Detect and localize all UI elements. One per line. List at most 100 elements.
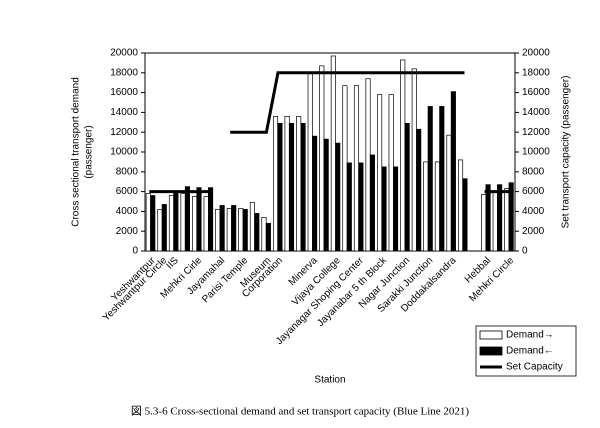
y2-tick-label: 8000 [522,166,545,177]
bar [265,222,271,252]
bar [404,122,410,252]
bar [180,193,186,252]
bar [226,208,232,252]
bar [319,65,325,252]
bar [450,91,456,252]
bar [400,59,406,252]
bar [427,106,433,252]
bar [145,193,151,252]
bar [173,191,179,252]
bar [365,78,371,252]
y-axis-label-line: (passenger) [83,125,94,178]
bar [369,154,375,252]
bar [323,138,329,252]
bar [393,166,399,252]
x-axis-label: Station [314,375,345,386]
bar [296,116,302,252]
y-tick-label: 14000 [110,107,138,118]
bar [203,196,209,252]
bar [277,122,283,252]
y-tick-label: 0 [132,246,138,257]
bar [481,194,487,252]
y2-axis-label: Set transport capacity (passenger) [561,76,572,229]
bar [446,134,452,252]
x-tick-label: Jayanagar Shoping Center [274,255,366,347]
y-tick-label: 4000 [116,206,139,217]
bar [492,191,498,252]
bar [346,162,352,252]
bar [307,73,313,252]
capacity-line [149,71,511,194]
y-tick-label: 16000 [110,87,138,98]
bar [196,187,202,252]
y2-tick-label: 18000 [522,67,550,78]
bar [423,161,429,252]
bar [192,196,198,252]
y-tick-label: 10000 [110,147,138,158]
y2-tick-label: 20000 [522,48,550,59]
x-tick-label: IIS [164,255,181,272]
bar [231,205,237,252]
bar [249,202,255,252]
bar [462,178,468,252]
bar [377,94,383,252]
y2-tick-label: 10000 [522,147,550,158]
bar [439,106,445,252]
bar [300,122,306,252]
bar [411,68,417,252]
y2-tick-label: 14000 [522,107,550,118]
bar [168,195,175,252]
y-tick-label: 2000 [116,226,139,237]
bar [208,187,214,252]
bar [434,161,440,252]
bar [261,216,267,252]
bar [381,166,387,252]
bar [497,184,503,252]
y-tick-label: 6000 [116,186,139,197]
bar [504,188,510,252]
bar [284,116,290,252]
y2-tick-label: 16000 [522,87,550,98]
bar [335,142,341,252]
legend-swatch [479,346,503,356]
bar [288,122,295,252]
bar [508,182,514,252]
bar [272,116,279,252]
y-tick-label: 8000 [116,166,139,177]
bar [184,186,190,252]
bar [312,135,318,252]
y-axis-label-line: Cross sectional transport demand [70,77,81,227]
bar [161,204,167,252]
bar [457,159,464,252]
bar [215,209,221,252]
y-tick-label: 12000 [110,127,138,138]
y-tick-label: 20000 [110,48,138,59]
bar [254,213,260,252]
y-axis-label: Cross sectional transport demand (passeng… [70,77,94,227]
bar [330,55,336,252]
bar [157,209,163,252]
bar [388,94,394,252]
caption: 図 5.3-6 Cross-sectional demand and set t… [131,405,469,418]
y2-tick-label: 4000 [522,206,545,217]
legend-label: Set Capacity [506,362,563,373]
legend-swatch [479,330,503,340]
bar [358,162,364,252]
bar [485,184,491,252]
y-tick-label: 18000 [110,67,138,78]
bar [416,128,422,252]
bar [353,85,360,252]
legend-label: Demand← [506,346,554,357]
y2-tick-label: 2000 [522,226,545,237]
y2-tick-label: 12000 [522,127,550,138]
bar [342,85,348,252]
bar [238,208,244,252]
x-tick-label: Yeshwantpur Circle [101,255,170,324]
bar [150,195,156,252]
legend-label: Demand→ [506,330,554,341]
bar [219,205,225,252]
bar [242,209,248,252]
y2-tick-label: 6000 [522,186,545,197]
y2-tick-label: 0 [522,246,528,257]
